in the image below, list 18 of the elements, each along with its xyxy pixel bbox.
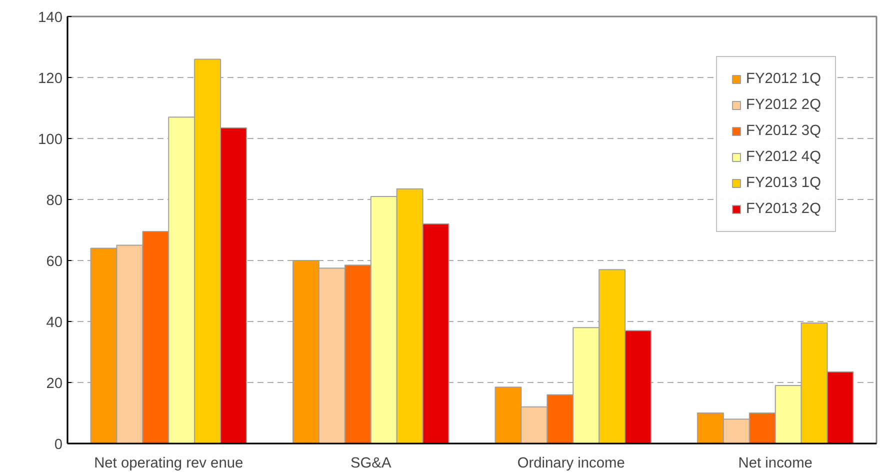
legend-label: FY2012 2Q <box>746 97 821 113</box>
y-tick-label: 20 <box>46 376 63 392</box>
x-tick-label: SG&A <box>350 456 392 472</box>
legend-label: FY2013 1Q <box>746 175 821 191</box>
y-tick-label: 40 <box>46 315 63 331</box>
legend-label: FY2013 2Q <box>746 201 821 217</box>
x-tick-label: Net income <box>738 456 812 472</box>
y-tick-label: 140 <box>38 10 63 26</box>
y-tick-label: 100 <box>38 132 63 148</box>
y-tick-label: 120 <box>38 71 63 87</box>
legend-label: FY2012 3Q <box>746 123 821 139</box>
y-tick-label: 80 <box>46 193 63 209</box>
y-tick-label: 0 <box>54 437 63 453</box>
x-tick-label: Net operating rev enue <box>94 456 244 472</box>
x-tick-label: Ordinary income <box>517 456 625 472</box>
y-tick-label: 60 <box>46 254 63 270</box>
legend-label: FY2012 1Q <box>746 71 821 87</box>
legend-label: FY2012 4Q <box>746 149 821 165</box>
